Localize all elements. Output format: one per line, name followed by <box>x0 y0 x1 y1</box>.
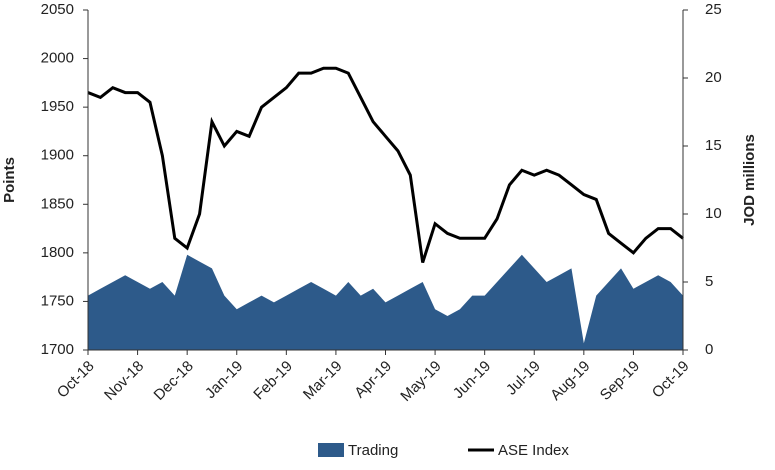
x-tick-label: Jun-19 <box>450 358 494 402</box>
trading-area <box>88 254 683 350</box>
y2-tick-label: 20 <box>705 69 722 86</box>
x-tick-label: May-19 <box>397 358 444 405</box>
x-tick-label: Sep-19 <box>597 358 643 404</box>
index-line <box>87 66 684 264</box>
legend-swatch <box>318 443 344 457</box>
x-tick-label: Dec-18 <box>151 358 197 404</box>
legend-label: ASE Index <box>498 442 569 459</box>
y-tick-label: 1900 <box>41 147 74 164</box>
y-tick-label: 1950 <box>41 98 74 115</box>
y2-tick-label: 25 <box>705 1 722 18</box>
y-tick-label: 1850 <box>41 195 74 212</box>
y2-tick-label: 15 <box>705 137 722 154</box>
y-tick-label: 2050 <box>41 1 74 18</box>
y2-tick-label: 0 <box>705 341 713 358</box>
x-tick-label: Apr-19 <box>351 358 395 402</box>
x-tick-label: Jan-19 <box>202 358 246 402</box>
legend-label: Trading <box>348 442 398 459</box>
x-tick-label: Mar-19 <box>300 358 346 404</box>
y2-tick-label: 5 <box>705 273 713 290</box>
y-axis-label: Points <box>1 157 18 203</box>
x-tick-label: Nov-18 <box>101 358 147 404</box>
x-tick-label: Oct-19 <box>649 358 693 402</box>
y2-tick-label: 10 <box>705 205 722 222</box>
y2-axis-label: JOD millions <box>741 134 758 226</box>
y-tick-label: 1700 <box>41 341 74 358</box>
y-tick-label: 1750 <box>41 292 74 309</box>
x-tick-label: Oct-18 <box>54 358 98 402</box>
x-tick-label: Aug-19 <box>547 358 593 404</box>
y-tick-label: 2000 <box>41 50 74 67</box>
x-tick-label: Feb-19 <box>250 358 296 404</box>
y-tick-label: 1800 <box>41 244 74 261</box>
x-tick-label: Jul-19 <box>503 358 544 399</box>
